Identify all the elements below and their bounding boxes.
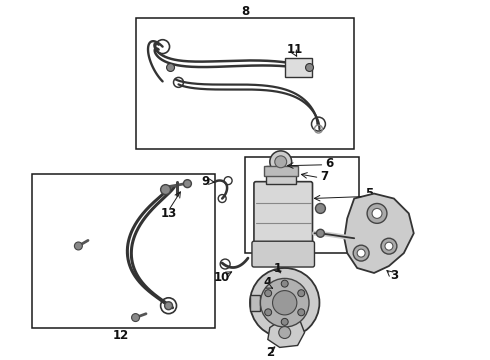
Bar <box>264 166 297 176</box>
Circle shape <box>367 203 387 223</box>
Circle shape <box>167 63 174 72</box>
Circle shape <box>260 278 309 327</box>
Circle shape <box>250 268 319 337</box>
Circle shape <box>270 151 292 173</box>
Bar <box>245 157 359 253</box>
Polygon shape <box>268 318 305 347</box>
Text: 9: 9 <box>201 175 209 188</box>
Circle shape <box>265 309 271 316</box>
Text: 12: 12 <box>113 329 129 342</box>
Bar <box>136 18 354 149</box>
Circle shape <box>385 242 393 250</box>
Circle shape <box>298 309 305 316</box>
Circle shape <box>275 156 287 168</box>
Circle shape <box>372 208 382 219</box>
Circle shape <box>132 314 140 321</box>
Text: 8: 8 <box>241 5 249 18</box>
FancyBboxPatch shape <box>254 182 313 245</box>
Circle shape <box>306 63 314 72</box>
Circle shape <box>183 180 192 188</box>
Text: 5: 5 <box>365 187 373 200</box>
Bar <box>31 174 215 328</box>
Circle shape <box>353 245 369 261</box>
Text: 3: 3 <box>390 269 398 283</box>
Circle shape <box>298 290 305 297</box>
Bar <box>250 295 260 311</box>
Text: 11: 11 <box>287 43 303 56</box>
Text: 6: 6 <box>325 157 334 170</box>
Circle shape <box>281 318 288 325</box>
Circle shape <box>161 185 171 194</box>
Text: 10: 10 <box>214 271 230 284</box>
Circle shape <box>317 229 324 237</box>
Circle shape <box>316 203 325 213</box>
Circle shape <box>381 238 397 254</box>
Circle shape <box>272 291 297 315</box>
Circle shape <box>279 327 291 338</box>
Bar <box>266 166 295 184</box>
Circle shape <box>265 290 271 297</box>
Polygon shape <box>344 194 414 273</box>
Circle shape <box>165 302 172 310</box>
Circle shape <box>74 242 82 250</box>
Text: 4: 4 <box>264 276 272 289</box>
Text: 1: 1 <box>274 261 282 275</box>
Text: 13: 13 <box>160 207 177 220</box>
FancyBboxPatch shape <box>252 241 315 267</box>
Circle shape <box>357 249 365 257</box>
Bar <box>285 58 313 77</box>
Text: 2: 2 <box>266 346 274 359</box>
Circle shape <box>281 280 288 287</box>
Text: 7: 7 <box>320 170 328 183</box>
